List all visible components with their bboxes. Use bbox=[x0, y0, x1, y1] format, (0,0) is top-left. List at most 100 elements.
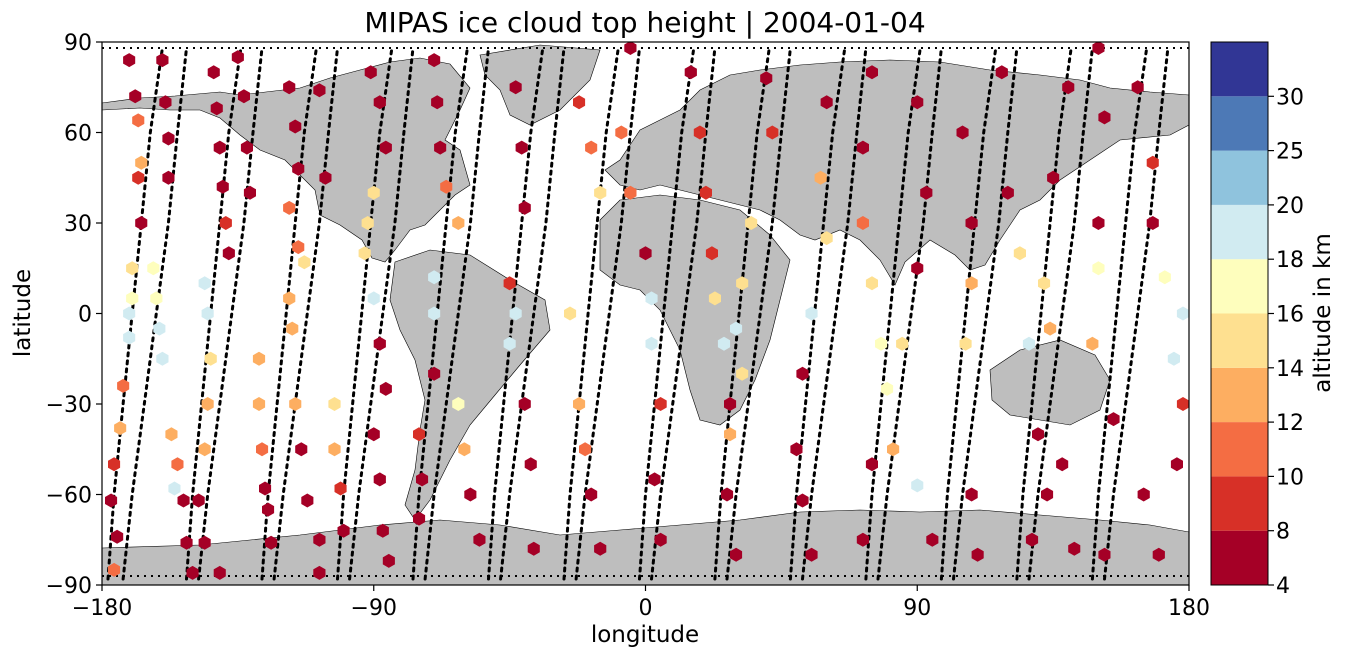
cloud-marker bbox=[865, 457, 878, 472]
orbit-track bbox=[801, 46, 868, 581]
cloud-marker bbox=[126, 291, 139, 306]
cloud-marker bbox=[240, 140, 253, 155]
colorbar-segment bbox=[1211, 422, 1268, 477]
cloud-marker bbox=[639, 246, 652, 261]
cloud-marker bbox=[654, 397, 667, 411]
orbit-track bbox=[336, 46, 394, 581]
cloud-marker bbox=[283, 291, 296, 306]
cloud-marker bbox=[911, 478, 924, 493]
cloud-marker bbox=[289, 397, 302, 411]
cloud-marker bbox=[518, 200, 531, 215]
cloud-marker bbox=[796, 493, 809, 508]
orbit-track bbox=[348, 46, 415, 581]
north-america-landmass bbox=[102, 57, 471, 263]
colorbar-ticks: 4 8 10 12 14 16 18 20 25 30 bbox=[1268, 85, 1304, 599]
cloud-marker bbox=[1056, 457, 1069, 472]
orbit-track bbox=[1103, 46, 1170, 581]
colorbar bbox=[1210, 41, 1269, 586]
cloud-marker bbox=[509, 306, 522, 321]
cloud-marker bbox=[117, 378, 130, 393]
cloud-marker bbox=[440, 179, 453, 194]
cloud-marker bbox=[180, 535, 193, 550]
cloud-marker bbox=[123, 53, 136, 68]
cloud-marker bbox=[865, 276, 878, 291]
cloud-marker bbox=[373, 472, 386, 487]
cloud-marker bbox=[379, 381, 392, 396]
cloud-marker bbox=[684, 65, 697, 80]
cloud-marker bbox=[1032, 427, 1045, 442]
cloud-marker bbox=[1025, 532, 1039, 547]
cloud-marker bbox=[313, 565, 326, 580]
cloud-marker bbox=[213, 565, 226, 580]
orbit-track bbox=[638, 46, 696, 581]
cloud-marker bbox=[965, 216, 978, 230]
cloud-marker bbox=[222, 246, 235, 261]
orbit-track bbox=[260, 46, 318, 581]
cloud-marker bbox=[289, 119, 302, 134]
australia-landmass bbox=[989, 339, 1111, 426]
cloud-marker bbox=[452, 216, 465, 230]
cloud-marker bbox=[766, 125, 779, 140]
cloud-marker bbox=[920, 185, 933, 200]
colorbar-tick-label: 4 bbox=[1276, 574, 1290, 599]
cloud-marker bbox=[358, 246, 371, 261]
cloud-marker bbox=[159, 95, 172, 110]
cloud-marker bbox=[1176, 306, 1189, 321]
colorbar-segment bbox=[1211, 42, 1268, 97]
cloud-marker bbox=[1001, 185, 1014, 200]
cloud-marker bbox=[1131, 80, 1144, 95]
y-axis-title: latitude bbox=[10, 269, 36, 357]
cloud-marker bbox=[252, 351, 266, 366]
cloud-marker bbox=[367, 185, 380, 200]
cloud-marker bbox=[259, 481, 272, 496]
cloud-marker bbox=[699, 185, 712, 200]
colorbar-segment bbox=[1211, 367, 1268, 423]
cloud-marker bbox=[292, 161, 305, 176]
orbit-track bbox=[423, 46, 490, 581]
plot-area bbox=[102, 42, 1189, 585]
cloud-marker bbox=[328, 397, 341, 411]
x-tick-label: 180 bbox=[1168, 596, 1210, 621]
cloud-marker bbox=[1062, 80, 1075, 95]
cloud-marker bbox=[219, 216, 232, 230]
cloud-marker bbox=[736, 366, 749, 381]
cloud-marker bbox=[995, 65, 1008, 80]
cloud-marker bbox=[382, 553, 395, 568]
cloud-marker bbox=[313, 532, 326, 547]
cloud-marker bbox=[1170, 457, 1183, 472]
chart-title: MIPAS ice cloud top height | 2004-01-04 bbox=[364, 6, 925, 39]
cloud-marker bbox=[458, 442, 471, 457]
cloud-marker bbox=[573, 397, 586, 411]
y-tick-label: −30 bbox=[46, 393, 92, 418]
orbit-track bbox=[952, 46, 1019, 581]
cloud-marker bbox=[464, 487, 477, 502]
cloud-marker bbox=[1047, 170, 1060, 185]
cloud-marker bbox=[887, 442, 900, 457]
cloud-marker bbox=[186, 565, 199, 580]
cloud-marker bbox=[256, 442, 269, 457]
cloud-marker bbox=[367, 427, 380, 442]
cloud-marker bbox=[796, 366, 809, 381]
cloud-marker bbox=[717, 336, 731, 351]
cloud-marker bbox=[814, 170, 827, 185]
cloud-marker bbox=[198, 442, 211, 457]
cloud-marker bbox=[573, 95, 586, 110]
cloud-marker bbox=[693, 125, 706, 140]
colorbar-tick-label: 12 bbox=[1276, 411, 1304, 436]
orbit-track bbox=[272, 46, 339, 581]
orbit-track bbox=[864, 46, 922, 581]
colorbar-tick-label: 20 bbox=[1276, 194, 1304, 219]
cloud-marker bbox=[896, 336, 909, 351]
cloud-marker bbox=[515, 140, 528, 155]
colorbar-tick-label: 8 bbox=[1276, 520, 1290, 545]
cloud-marker bbox=[645, 291, 658, 306]
cloud-marker bbox=[1038, 276, 1051, 291]
y-tick-label: 60 bbox=[64, 122, 92, 147]
x-tick-label: 90 bbox=[903, 596, 931, 621]
colorbar-tick-label: 16 bbox=[1276, 303, 1304, 328]
cloud-marker bbox=[243, 185, 256, 200]
cloud-marker bbox=[1068, 541, 1081, 556]
cloud-marker bbox=[820, 95, 833, 110]
cloud-marker bbox=[313, 83, 326, 98]
cloud-marker bbox=[721, 487, 734, 502]
